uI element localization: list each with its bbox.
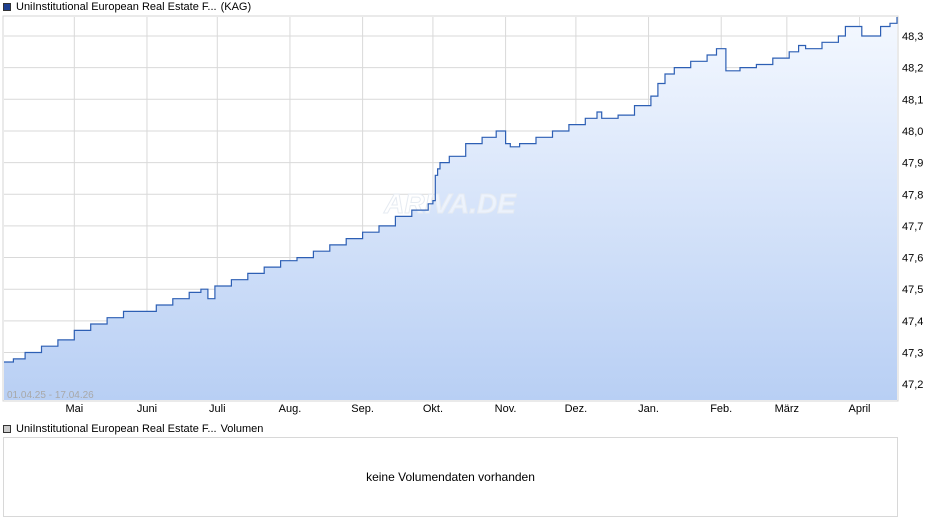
y-tick-label: 47,8: [902, 189, 923, 201]
volume-legend-instrument-name: UniInstitutional European Real Estate F.…: [16, 423, 217, 435]
x-tick-label: Aug.: [279, 403, 302, 415]
x-tick-label: Nov.: [495, 403, 517, 415]
volume-legend-label: Volumen: [220, 423, 264, 435]
watermark-logo: ARIVA.DE: [383, 188, 517, 219]
y-tick-label: 47,7: [902, 221, 923, 233]
date-range-label: 01.04.25 - 17.04.26: [7, 390, 94, 401]
y-tick-label: 47,5: [902, 284, 923, 296]
x-tick-label: März: [775, 403, 799, 415]
x-axis-ticks: Mai Juni Juli Aug. Sep. Okt. Nov. Dez. Jan. Feb. M…: [65, 403, 870, 415]
y-tick-label: 48,1: [902, 94, 923, 106]
y-tick-label: 48,3: [902, 31, 923, 43]
x-tick-label: Juli: [209, 403, 226, 415]
price-chart: ARIVA.DE 47,247,347,447,547,647,747,847,…: [2, 15, 923, 415]
x-tick-label: Sep.: [351, 403, 374, 415]
y-tick-label: 47,9: [902, 158, 923, 170]
y-axis-ticks: 47,2 47,3 47,4 47,5 47,6 47,7 47,8 47,9 48,0 48,1…: [902, 31, 923, 391]
y-tick-label: 47,2: [902, 379, 923, 391]
x-tick-label: Jan.: [638, 403, 659, 415]
no-volume-message: keine Volumendaten vorhanden: [366, 470, 535, 484]
x-tick-label: April: [848, 403, 870, 415]
y-tick-label: 48,2: [902, 63, 923, 75]
x-tick-label: Feb.: [710, 403, 732, 415]
x-tick-label: Juni: [137, 403, 157, 415]
price-legend: UniInstitutional European Real Estate F.…: [3, 0, 251, 14]
volume-legend: UniInstitutional European Real Estate F.…: [3, 422, 263, 436]
volume-series-swatch: [3, 425, 11, 433]
volume-panel: keine Volumendaten vorhanden: [3, 437, 898, 517]
price-series-swatch: [3, 3, 11, 11]
price-legend-instrument-name: UniInstitutional European Real Estate F.…: [16, 1, 217, 13]
price-series-line: [4, 17, 898, 363]
y-tick-label: 47,6: [902, 253, 923, 265]
y-tick-label: 47,3: [902, 348, 923, 360]
x-tick-label: Mai: [65, 403, 83, 415]
x-tick-label: Dez.: [565, 403, 588, 415]
y-tick-label: 47,4: [902, 316, 923, 328]
price-legend-suffix: (KAG): [220, 1, 252, 13]
x-tick-label: Okt.: [423, 403, 443, 415]
y-tick-label: 48,0: [902, 126, 923, 138]
price-area-fill: [4, 17, 897, 400]
